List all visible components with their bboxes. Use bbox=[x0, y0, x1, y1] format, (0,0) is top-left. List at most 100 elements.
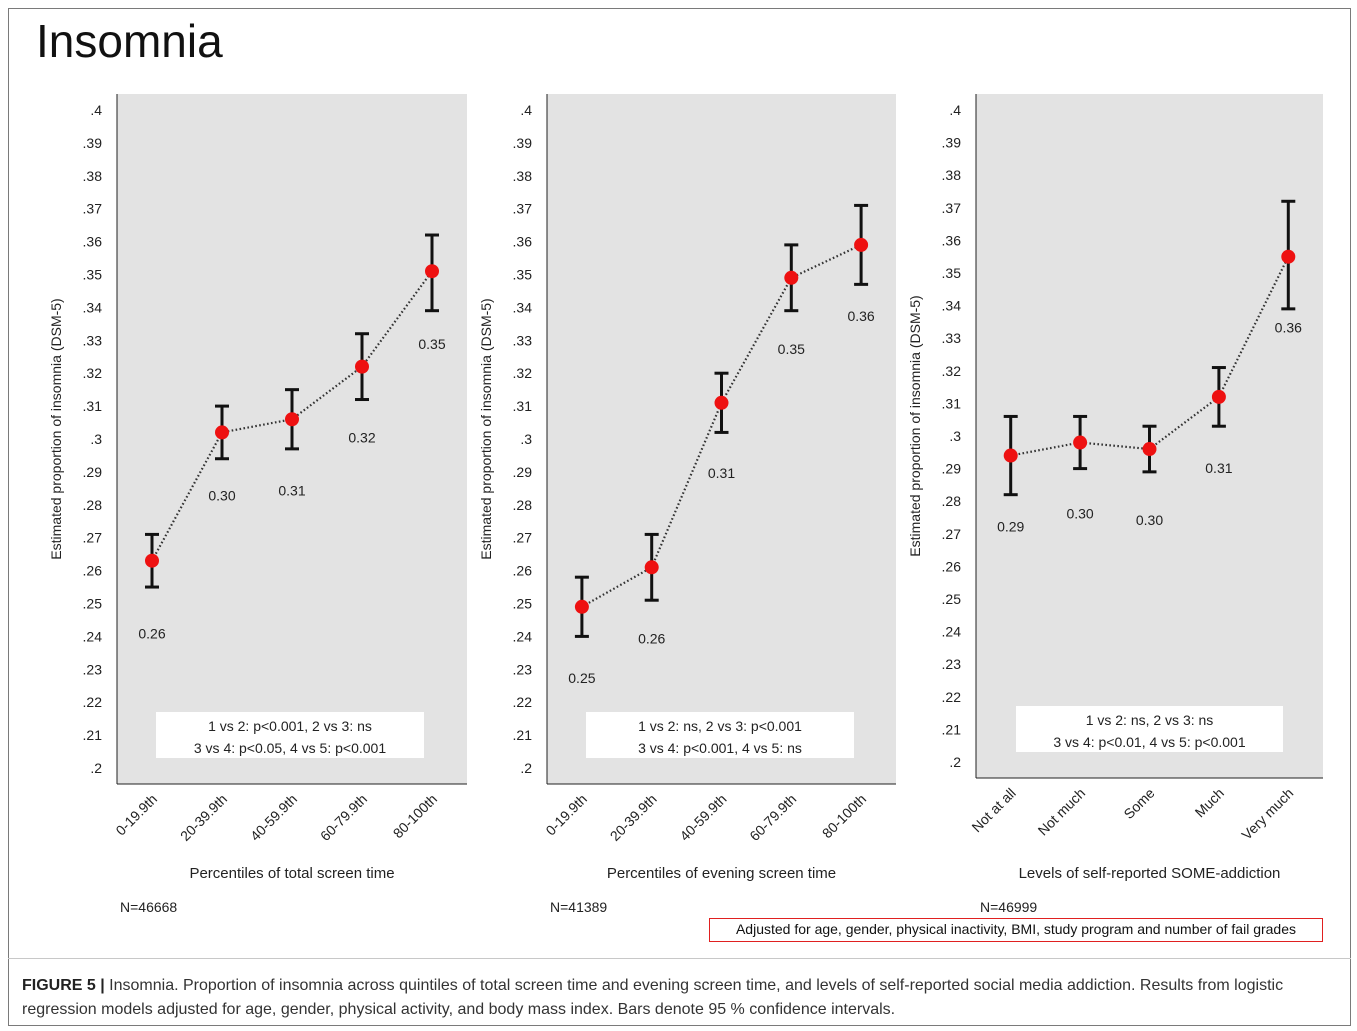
data-label: 0.30 bbox=[1136, 512, 1163, 528]
data-point bbox=[644, 560, 659, 575]
data-label: 0.35 bbox=[778, 341, 805, 357]
x-tick-label: 0-19.9th bbox=[112, 791, 160, 839]
y-tick-label: .28 bbox=[83, 497, 103, 513]
data-label: 0.36 bbox=[1275, 320, 1302, 336]
y-tick-label: .33 bbox=[942, 330, 962, 346]
data-point bbox=[1073, 435, 1088, 450]
x-axis-label: Percentiles of evening screen time bbox=[607, 865, 836, 882]
data-point bbox=[1003, 448, 1018, 463]
adjustment-note: Adjusted for age, gender, physical inact… bbox=[709, 918, 1323, 942]
annotation-line: 3 vs 4: p<0.001, 4 vs 5: ns bbox=[638, 740, 802, 756]
caption-label: FIGURE 5 | bbox=[22, 977, 105, 994]
data-label: 0.35 bbox=[418, 336, 445, 352]
x-tick-label: 60-79.9th bbox=[317, 791, 370, 844]
annotation-line: 1 vs 2: ns, 2 vs 3: p<0.001 bbox=[638, 718, 802, 734]
x-tick-label: Very much bbox=[1238, 785, 1296, 843]
y-tick-label: .21 bbox=[83, 727, 103, 743]
y-tick-label: .26 bbox=[942, 558, 962, 574]
figure-frame bbox=[8, 8, 1351, 1026]
data-label: 0.31 bbox=[1205, 460, 1232, 476]
data-label: 0.25 bbox=[568, 670, 595, 686]
data-point bbox=[1281, 249, 1296, 264]
y-tick-label: .35 bbox=[942, 265, 962, 281]
data-point bbox=[1211, 389, 1226, 404]
y-tick-label: .23 bbox=[942, 656, 962, 672]
y-tick-label: .39 bbox=[942, 135, 962, 151]
y-tick-label: .39 bbox=[513, 135, 533, 151]
y-tick-label: .26 bbox=[83, 563, 103, 579]
y-tick-label: .31 bbox=[513, 398, 533, 414]
y-tick-label: .28 bbox=[513, 497, 533, 513]
x-tick-label: Much bbox=[1192, 785, 1228, 821]
y-tick-label: .35 bbox=[83, 267, 103, 283]
data-label: 0.36 bbox=[847, 308, 874, 324]
data-point bbox=[854, 237, 869, 252]
y-tick-label: .22 bbox=[513, 694, 533, 710]
y-tick-label: .33 bbox=[83, 332, 103, 348]
x-tick-label: 60-79.9th bbox=[746, 791, 799, 844]
x-tick-label: 20-39.9th bbox=[607, 791, 660, 844]
y-tick-label: .24 bbox=[942, 624, 962, 640]
data-label: 0.32 bbox=[348, 430, 375, 446]
x-tick-label: 0-19.9th bbox=[542, 791, 590, 839]
data-point bbox=[1142, 442, 1157, 457]
y-tick-label: .26 bbox=[513, 563, 533, 579]
y-tick-label: .31 bbox=[83, 398, 103, 414]
y-tick-label: .22 bbox=[942, 689, 962, 705]
plot-area-2 bbox=[547, 94, 896, 784]
y-tick-label: .37 bbox=[942, 200, 962, 216]
annotation-line: 1 vs 2: p<0.001, 2 vs 3: ns bbox=[208, 718, 372, 734]
data-label: 0.31 bbox=[278, 482, 305, 498]
y-axis-label: Estimated proportion of insomnia (DSM-5) bbox=[48, 298, 64, 559]
y-tick-label: .37 bbox=[83, 201, 103, 217]
y-axis-label: Estimated proportion of insomnia (DSM-5) bbox=[907, 295, 923, 556]
y-tick-label: .24 bbox=[83, 628, 103, 644]
y-tick-label: .29 bbox=[83, 464, 103, 480]
y-tick-label: .23 bbox=[513, 661, 533, 677]
x-axis-label: Levels of self-reported SOME-addiction bbox=[1019, 865, 1281, 882]
x-axis-label: Percentiles of total screen time bbox=[189, 865, 394, 882]
y-tick-label: .27 bbox=[83, 530, 103, 546]
y-tick-label: .24 bbox=[513, 628, 533, 644]
sample-size-label: N=41389 bbox=[550, 899, 607, 915]
y-tick-label: .35 bbox=[513, 267, 533, 283]
y-axis-label: Estimated proportion of insomnia (DSM-5) bbox=[478, 298, 494, 559]
y-tick-label: .34 bbox=[513, 299, 533, 315]
data-label: 0.29 bbox=[997, 519, 1024, 535]
annotation-box bbox=[586, 712, 854, 758]
annotation-line: 3 vs 4: p<0.01, 4 vs 5: p<0.001 bbox=[1053, 734, 1245, 750]
y-tick-label: .34 bbox=[83, 299, 103, 315]
data-point bbox=[285, 412, 299, 427]
x-tick-label: Not at all bbox=[968, 785, 1018, 835]
y-tick-label: .28 bbox=[942, 493, 962, 509]
y-tick-label: .36 bbox=[83, 234, 103, 250]
annotation-box bbox=[1016, 706, 1283, 752]
y-tick-label: .2 bbox=[90, 760, 102, 776]
y-tick-label: .38 bbox=[942, 167, 962, 183]
connector-line bbox=[581, 243, 862, 608]
x-tick-label: 80-100th bbox=[819, 791, 869, 841]
y-tick-label: .4 bbox=[520, 102, 532, 118]
data-label: 0.26 bbox=[138, 626, 165, 642]
y-tick-label: .31 bbox=[942, 395, 962, 411]
data-label: 0.30 bbox=[208, 487, 235, 503]
y-tick-label: .4 bbox=[949, 102, 961, 118]
y-tick-label: .2 bbox=[520, 760, 532, 776]
y-tick-label: .25 bbox=[942, 591, 962, 607]
y-tick-label: .37 bbox=[513, 201, 533, 217]
sample-size-label: N=46999 bbox=[980, 899, 1037, 915]
x-tick-label: Not much bbox=[1035, 785, 1089, 839]
y-tick-label: .25 bbox=[513, 596, 533, 612]
y-tick-label: .32 bbox=[83, 365, 103, 381]
y-tick-label: .25 bbox=[83, 596, 103, 612]
x-tick-label: Some bbox=[1120, 785, 1157, 822]
data-point bbox=[215, 425, 229, 440]
y-tick-label: .3 bbox=[520, 431, 532, 447]
y-tick-label: .39 bbox=[83, 135, 103, 151]
y-tick-label: .23 bbox=[83, 661, 103, 677]
y-tick-label: .34 bbox=[942, 298, 962, 314]
figure-title: Insomnia bbox=[36, 15, 223, 67]
y-tick-label: .3 bbox=[949, 428, 961, 444]
annotation-box bbox=[156, 712, 424, 758]
